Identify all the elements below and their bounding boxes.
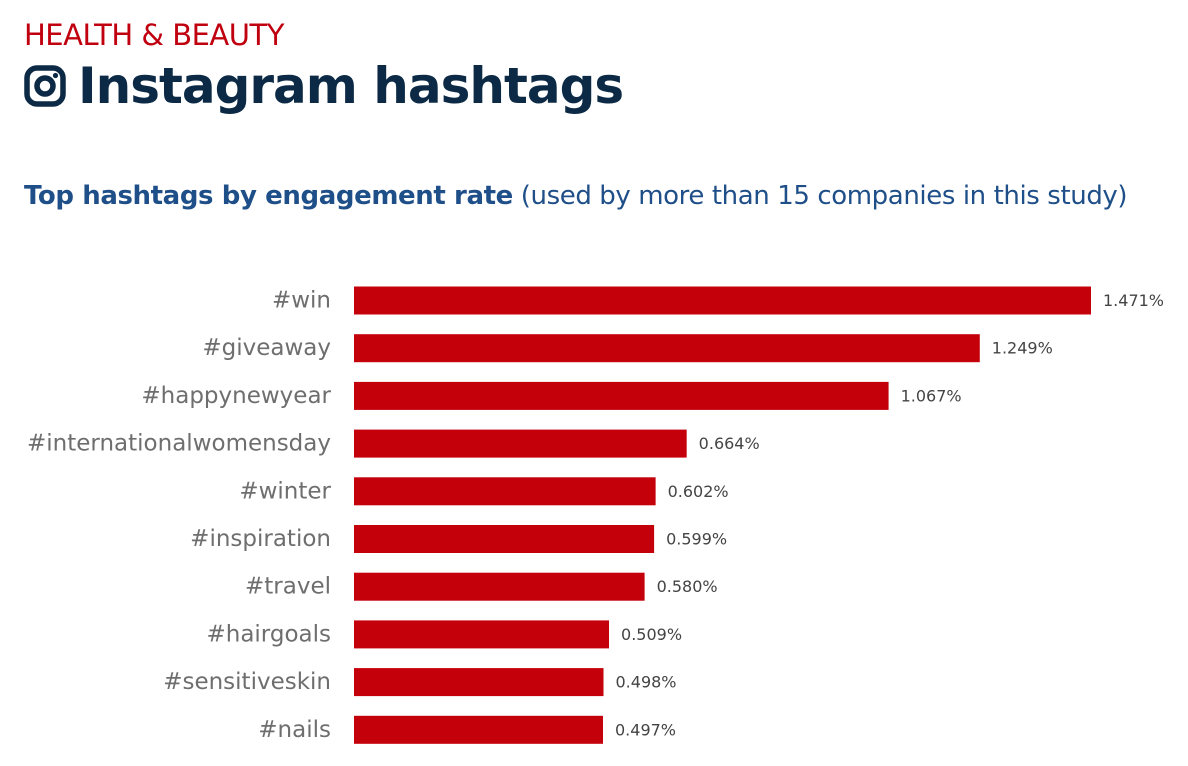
- category-tick-label: #nails: [258, 717, 331, 743]
- category-label: HEALTH & BEAUTY: [24, 18, 284, 52]
- bar: [354, 286, 1091, 315]
- bar: [354, 525, 655, 553]
- bar-value-label: 1.249%: [992, 339, 1053, 358]
- bar-value-label: 0.602%: [668, 482, 729, 501]
- bar-value-label: 1.067%: [901, 386, 962, 405]
- bar: [354, 477, 656, 506]
- category-tick-label: #giveaway: [202, 335, 331, 361]
- bar: [354, 429, 687, 458]
- bar-value-label: 1.471%: [1103, 291, 1164, 310]
- instagram-icon: [24, 65, 66, 107]
- chart-subtitle: Top hashtags by engagement rate (used by…: [24, 181, 1128, 211]
- category-tick-label: #travel: [245, 574, 331, 600]
- bar-value-label: 0.509%: [621, 625, 682, 644]
- bar-value-label: 0.498%: [616, 673, 677, 692]
- category-tick-label: #win: [272, 288, 331, 314]
- category-tick-label: #hairgoals: [206, 621, 331, 647]
- bar: [354, 334, 980, 363]
- bar: [354, 572, 645, 601]
- bar-value-label: 0.497%: [615, 720, 676, 739]
- bar-value-label: 0.664%: [699, 434, 760, 453]
- chart-subtitle-note: (used by more than 15 companies in this …: [520, 181, 1128, 211]
- category-tick-label: #winter: [239, 478, 331, 504]
- chart-title: Top hashtags by engagement rate: [24, 181, 513, 211]
- page-title: Instagram hashtags: [78, 57, 624, 115]
- bar: [354, 620, 610, 649]
- bar: [354, 668, 604, 697]
- bar-value-label: 0.580%: [657, 577, 718, 596]
- bar-value-label: 0.599%: [666, 530, 727, 549]
- bar: [354, 715, 604, 744]
- category-tick-label: #sensitiveskin: [163, 669, 331, 695]
- bar: [354, 381, 889, 410]
- category-tick-label: #internationalwomensday: [27, 431, 331, 457]
- category-tick-label: #inspiration: [190, 526, 331, 552]
- category-tick-label: #happynewyear: [141, 383, 331, 409]
- title-row: Instagram hashtags: [24, 56, 624, 116]
